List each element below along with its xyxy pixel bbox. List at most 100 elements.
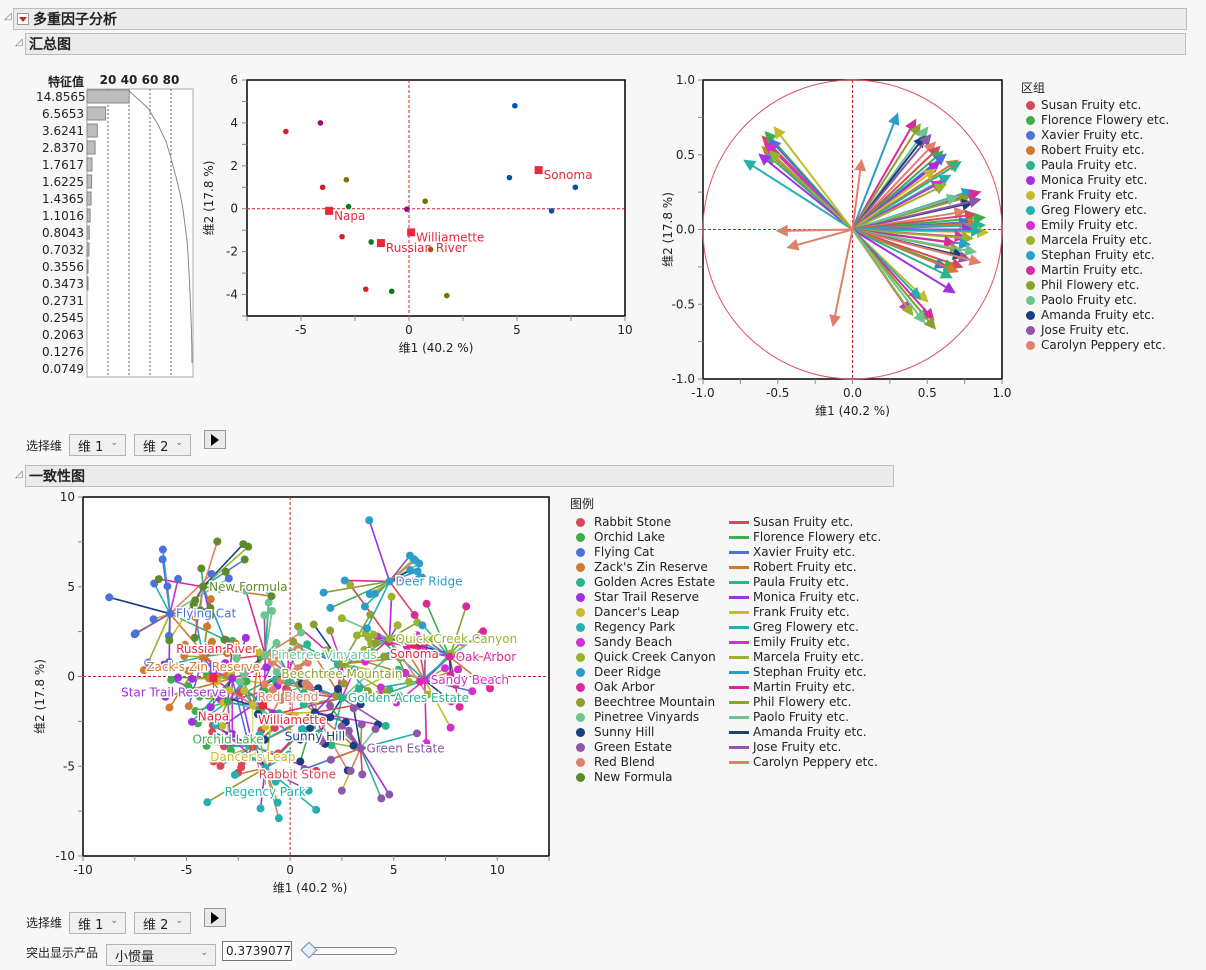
consensus-section-header[interactable]: 一致性图 <box>25 465 894 487</box>
y-tick-label: -5 <box>63 759 75 773</box>
product-legend-item[interactable]: New Formula <box>576 770 673 784</box>
product-legend-item[interactable]: Green Estate <box>576 740 672 754</box>
summary-section-header[interactable]: 汇总图 <box>25 33 1186 55</box>
eigenvalue-label: 0.8043 <box>42 226 84 240</box>
block-legend-item[interactable]: Monica Fruity etc. <box>1026 173 1147 187</box>
product-consensus-point <box>385 577 394 586</box>
assessor-point <box>277 695 286 704</box>
assessor-legend-item[interactable]: Amanda Fruity etc. <box>729 725 867 739</box>
assessor-legend-item[interactable]: Stephan Fruity etc. <box>729 665 867 679</box>
assessor-legend-item[interactable]: Paula Fruity etc. <box>729 575 849 589</box>
block-legend-item[interactable]: Marcela Fruity etc. <box>1026 233 1152 247</box>
product-legend-item[interactable]: Quick Creek Canyon <box>576 650 716 664</box>
product-legend-item[interactable]: Dancer's Leap <box>576 605 679 619</box>
dim-y-select-bottom[interactable]: 维 2 ⌄ <box>134 912 191 934</box>
block-legend-item[interactable]: Susan Fruity etc. <box>1026 98 1141 112</box>
assessor-legend-item[interactable]: Xavier Fruity etc. <box>729 545 855 559</box>
block-legend-item[interactable]: Amanda Fruity etc. <box>1026 308 1155 322</box>
assessor-point <box>380 652 389 661</box>
legend-dot-icon <box>1026 100 1035 110</box>
block-legend-item[interactable]: Robert Fruity etc. <box>1026 143 1145 157</box>
product-legend-item[interactable]: Rabbit Stone <box>576 515 671 529</box>
block-legend-item[interactable]: Martin Fruity etc. <box>1026 263 1143 277</box>
score-point <box>404 206 410 212</box>
assessor-point <box>269 650 278 659</box>
product-legend-item[interactable]: Beechtree Mountain <box>576 695 715 709</box>
collapse-triangle-icon[interactable]: ◿ <box>15 37 23 48</box>
legend-label: Deer Ridge <box>594 665 662 679</box>
dim-x-select-bottom[interactable]: 维 1 ⌄ <box>69 912 126 934</box>
product-legend-item[interactable]: Sunny Hill <box>576 725 654 739</box>
product-label: Golden Acres Estate <box>348 691 469 705</box>
assessor-legend-item[interactable]: Emily Fruity etc. <box>729 635 850 649</box>
centroid-label: Sonoma <box>390 647 439 661</box>
product-legend-item[interactable]: Deer Ridge <box>576 665 661 679</box>
assessor-legend-item[interactable]: Frank Fruity etc. <box>729 605 850 619</box>
product-legend-item[interactable]: Star Trail Reserve <box>576 590 699 604</box>
product-legend-item[interactable]: Flying Cat <box>576 545 654 559</box>
assessor-legend-item[interactable]: Monica Fruity etc. <box>729 590 859 604</box>
block-legend-item[interactable]: Greg Flowery etc. <box>1026 203 1147 217</box>
assessor-spoke <box>231 678 249 740</box>
assessor-point <box>184 702 193 711</box>
block-legend-item[interactable]: Xavier Fruity etc. <box>1026 128 1143 142</box>
assessor-legend-item[interactable]: Paolo Fruity etc. <box>729 710 849 724</box>
assessor-point <box>446 671 455 680</box>
assessor-point <box>486 684 495 693</box>
assessor-point <box>416 646 425 655</box>
product-legend-item[interactable]: Orchid Lake <box>576 530 665 544</box>
centroid-label: Sonoma <box>544 168 593 182</box>
assessor-legend-item[interactable]: Robert Fruity etc. <box>729 560 857 574</box>
loading-vector <box>777 228 853 232</box>
block-legend-item[interactable]: Frank Fruity etc. <box>1026 188 1138 202</box>
block-legend-item[interactable]: Jose Fruity etc. <box>1026 323 1129 337</box>
product-legend-item[interactable]: Pinetree Vinyards <box>576 710 699 724</box>
product-legend-item[interactable]: Oak Arbor <box>576 680 655 694</box>
assessor-point <box>228 729 237 738</box>
block-legend-item[interactable]: Paolo Fruity etc. <box>1026 293 1137 307</box>
assessor-point <box>299 700 308 709</box>
collapse-triangle-icon[interactable]: ◿ <box>15 469 23 480</box>
product-legend-item[interactable]: Sandy Beach <box>576 635 672 649</box>
assessor-legend-item[interactable]: Phil Flowery etc. <box>729 695 851 709</box>
block-legend-item[interactable]: Phil Flowery etc. <box>1026 278 1139 292</box>
loading-vector <box>851 161 961 231</box>
assessor-point <box>243 734 252 743</box>
vector-arrowhead <box>854 158 867 172</box>
threshold-input[interactable]: 0.3739077 <box>222 941 292 961</box>
red-triangle-menu-icon[interactable] <box>17 13 29 25</box>
legend-line-icon <box>729 700 749 704</box>
assessor-spoke <box>202 586 226 640</box>
dim-y-select[interactable]: 维 2 ⌄ <box>134 434 191 456</box>
assessor-point <box>315 728 324 737</box>
assessor-legend-item[interactable]: Martin Fruity etc. <box>729 680 855 694</box>
assessor-point <box>262 663 271 672</box>
threshold-slider-track[interactable] <box>303 947 397 955</box>
assessor-legend-item[interactable]: Carolyn Peppery etc. <box>729 755 878 769</box>
assessor-legend-item[interactable]: Greg Flowery etc. <box>729 620 859 634</box>
product-legend-item[interactable]: Red Blend <box>576 755 655 769</box>
assessor-legend-item[interactable]: Jose Fruity etc. <box>729 740 841 754</box>
assessor-legend-item[interactable]: Marcela Fruity etc. <box>729 650 864 664</box>
product-legend-item[interactable]: Zack's Zin Reserve <box>576 560 708 574</box>
assessor-point <box>447 697 456 706</box>
dim-x-select[interactable]: 维 1 ⌄ <box>69 434 126 456</box>
block-legend-item[interactable]: Emily Fruity etc. <box>1026 218 1138 232</box>
block-legend-item[interactable]: Paula Fruity etc. <box>1026 158 1137 172</box>
highlight-mode-select[interactable]: 小惯量 ⌄ <box>106 944 216 966</box>
threshold-slider-handle[interactable] <box>300 941 318 959</box>
legend-label: Robert Fruity etc. <box>1041 143 1145 157</box>
legend-label: Marcela Fruity etc. <box>753 650 864 664</box>
block-legend-item[interactable]: Carolyn Peppery etc. <box>1026 338 1166 352</box>
apply-dims-arrow-button[interactable] <box>204 430 226 449</box>
collapse-triangle-icon[interactable]: ◿ <box>4 11 12 22</box>
assessor-point <box>346 766 355 775</box>
assessor-legend-item[interactable]: Florence Flowery etc. <box>729 530 881 544</box>
vector-arrowhead <box>829 314 841 328</box>
block-legend-item[interactable]: Florence Flowery etc. <box>1026 113 1169 127</box>
product-legend-item[interactable]: Golden Acres Estate <box>576 575 715 589</box>
assessor-legend-item[interactable]: Susan Fruity etc. <box>729 515 853 529</box>
apply-dims-arrow-button-bottom[interactable] <box>204 908 226 927</box>
block-legend-item[interactable]: Stephan Fruity etc. <box>1026 248 1155 262</box>
product-legend-item[interactable]: Regency Park <box>576 620 675 634</box>
